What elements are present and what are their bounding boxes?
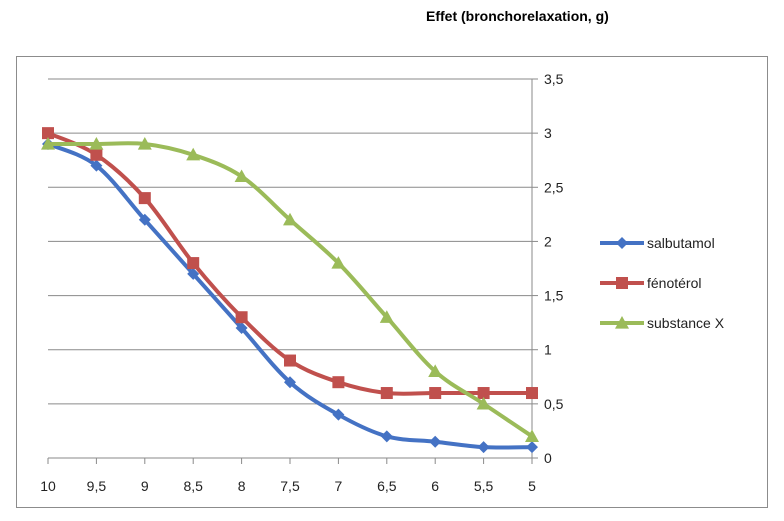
data-point (526, 441, 538, 454)
data-point (235, 322, 248, 335)
data-point (526, 387, 538, 400)
data-point (235, 311, 248, 324)
legend-marker (616, 277, 628, 289)
x-tick-label: 9 (141, 478, 149, 494)
legend-label: substance X (647, 315, 725, 331)
axes: 0 0,5 1 1,5 2 2,5 3 3,5 10 9,5 9 8,5 8 7,5 7 6,5 6 5,5 5 (40, 71, 563, 494)
x-tick-label: 8,5 (183, 478, 203, 494)
data-point (331, 256, 346, 269)
legend-marker (615, 316, 629, 329)
y-tick-label: 2 (544, 233, 552, 249)
x-tick-label: 7 (335, 478, 343, 494)
y-tick-label: 0 (544, 450, 552, 466)
series-line (46, 141, 534, 450)
data-point (187, 267, 200, 280)
series-2 (42, 127, 538, 400)
x-tick-label: 10 (40, 478, 56, 494)
x-tick-label: 5 (528, 478, 536, 494)
data-point (429, 435, 442, 448)
x-tick-label: 6,5 (377, 478, 397, 494)
data-point (89, 136, 104, 150)
chart-frame (16, 56, 768, 508)
y-tick-label: 0,5 (544, 396, 564, 412)
y-tick-label: 3,5 (544, 71, 564, 87)
data-point (187, 257, 200, 270)
data-point (380, 387, 393, 400)
legend-label: salbutamol (647, 235, 715, 251)
legend-entry: substance X (600, 315, 725, 331)
legend-entry: fénotérol (600, 275, 701, 291)
data-point (284, 354, 296, 367)
legend-entry: salbutamol (600, 235, 715, 251)
data-point (137, 136, 152, 150)
data-point (90, 159, 103, 172)
data-point (90, 148, 103, 161)
data-point (477, 387, 490, 400)
data-point (428, 364, 443, 377)
data-point (284, 376, 296, 389)
data-point (186, 147, 201, 161)
data-point (332, 376, 345, 389)
series-line (46, 131, 534, 396)
data-point (476, 396, 491, 410)
y-tick-label: 3 (544, 125, 552, 141)
data-point (429, 387, 442, 400)
y-tick-label: 1 (544, 342, 552, 358)
legend-marker (616, 237, 628, 249)
x-tick-label: 7,5 (280, 478, 300, 494)
legend: salbutamol fénotérol substance X (600, 235, 725, 331)
legend-label: fénotérol (647, 275, 701, 291)
data-point (42, 127, 54, 140)
y-tick-label: 2,5 (544, 179, 564, 195)
y-tick-label: 1,5 (544, 288, 564, 304)
data-point (477, 441, 490, 454)
gridlines (48, 78, 532, 405)
series-3 (41, 136, 539, 442)
x-tick-label: 6 (431, 478, 439, 494)
data-point (234, 169, 249, 183)
chart-title: Effet (bronchorelaxation, g) (426, 8, 609, 24)
data-point (380, 430, 393, 443)
data-point (138, 192, 151, 205)
data-point (332, 408, 345, 421)
data-point (41, 136, 55, 150)
data-point (283, 212, 297, 226)
x-tick-label: 8 (238, 478, 246, 494)
data-point (379, 310, 394, 323)
series-layer (41, 127, 539, 454)
data-point (525, 429, 539, 442)
data-point (138, 213, 151, 226)
x-tick-label: 9,5 (87, 478, 107, 494)
x-tick-label: 5,5 (474, 478, 494, 494)
